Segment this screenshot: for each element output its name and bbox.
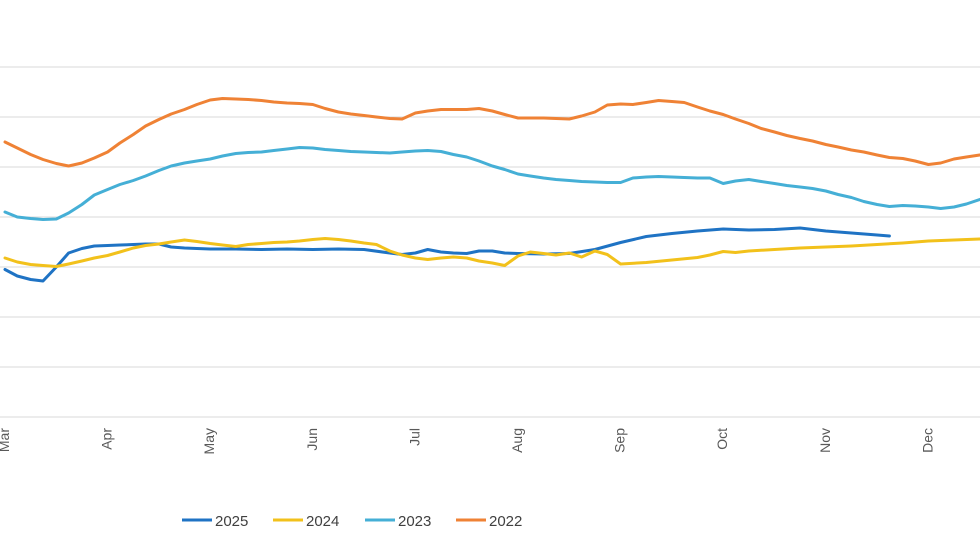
- x-tick-label: Dec: [919, 428, 935, 453]
- legend-item-2025: 2025: [182, 513, 248, 530]
- x-tick-label: May: [201, 428, 217, 454]
- series-lines: [3, 97, 980, 283]
- legend-item-2022: 2022: [456, 513, 522, 530]
- gridlines: [0, 66, 980, 418]
- x-axis-tick-labels: Mar Apr May Jun Jul Aug Sep Oct Nov Dec: [0, 428, 935, 455]
- legend-item-2024: 2024: [273, 513, 339, 530]
- series-line-2025: [3, 226, 891, 283]
- x-tick-label: Sep: [612, 428, 628, 453]
- x-tick-label: Jun: [304, 428, 320, 451]
- x-tick-label: Jul: [406, 428, 422, 446]
- legend-label: 2024: [306, 513, 339, 530]
- x-tick-label: Nov: [817, 428, 833, 453]
- legend-label: 2022: [489, 513, 522, 530]
- legend-label: 2025: [215, 513, 248, 530]
- x-tick-label: Aug: [509, 428, 525, 453]
- legend-label: 2023: [398, 513, 431, 530]
- x-tick-label: Apr: [99, 428, 115, 450]
- series-line-2024: [3, 237, 980, 268]
- legend-item-2023: 2023: [365, 513, 431, 530]
- series-line-2022: [3, 97, 980, 168]
- x-tick-label: Oct: [714, 428, 730, 450]
- x-tick-label: Mar: [0, 428, 12, 452]
- legend: 2025 2024 2023 2022: [182, 513, 522, 530]
- series-line-2023: [3, 146, 980, 221]
